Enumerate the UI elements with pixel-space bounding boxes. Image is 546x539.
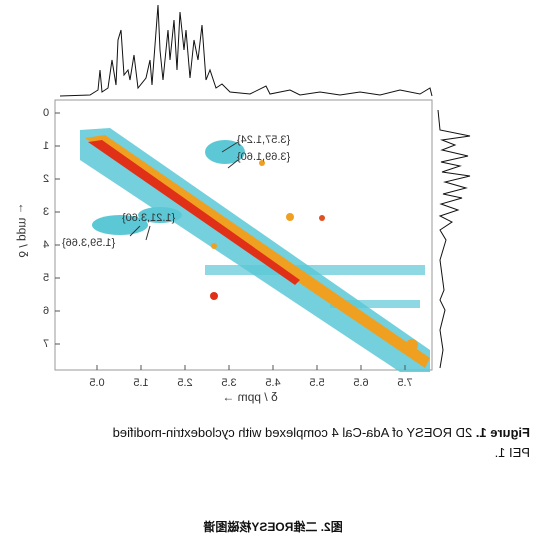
annotation: {1.59,3.66} xyxy=(62,237,116,249)
caption-line: Figure 1. 2D ROESY of Ada-Cal 4 complexe… xyxy=(0,423,546,443)
x-tick-label: 5.5 xyxy=(309,377,324,389)
plot-frame xyxy=(54,99,433,371)
caption-label: Figure 1. xyxy=(475,425,530,440)
top-projection xyxy=(59,4,433,97)
x-tick-label: 7.5 xyxy=(397,377,412,389)
x-tick-label: 1.5 xyxy=(133,377,148,389)
annotation: {3.57,1.24} xyxy=(237,134,291,146)
caption: Figure 1. 2D ROESY of Ada-Cal 4 complexe… xyxy=(0,423,546,463)
caption-line: PEI 1. xyxy=(494,445,530,460)
y-tick-label: 1 xyxy=(43,140,49,152)
y-tick-label: 3 xyxy=(43,206,49,218)
x-tick-label: 0.5 xyxy=(89,377,104,389)
caption-text: 2D ROESY of Ada-Cal 4 complexed with cyc… xyxy=(112,425,473,440)
x-tick-label: 6.5 xyxy=(353,377,368,389)
x-axis-label: δ / ppm → xyxy=(222,390,277,404)
chinese-caption: 图2. 二维ROESY核磁图谱 xyxy=(203,520,343,534)
x-tick-label: 2.5 xyxy=(177,377,192,389)
y-tick-label: 2 xyxy=(43,173,49,185)
contours xyxy=(80,128,430,372)
y-tick-label: 5 xyxy=(43,272,49,284)
side-projection xyxy=(437,109,471,369)
annotation: {1.21,3.60} xyxy=(122,212,176,224)
x-tick-label: 4.5 xyxy=(265,377,280,389)
y-tick-label: 6 xyxy=(43,305,49,317)
annotation: {3.69,1.60} xyxy=(237,151,291,163)
y-axis-label: δ / ppm → xyxy=(16,202,30,257)
y-tick-label: 0 xyxy=(43,107,49,119)
x-tick-label: 3.5 xyxy=(221,377,236,389)
y-tick-label: 4 xyxy=(43,239,49,251)
leaders xyxy=(129,141,239,241)
y-tick-label: 7 xyxy=(43,338,49,350)
figure: 0.5 1.5 2.5 3.5 4.5 5.5 6.5 7.5 0 1 2 3 4 5 6 7 δ / ppm … xyxy=(16,4,471,404)
